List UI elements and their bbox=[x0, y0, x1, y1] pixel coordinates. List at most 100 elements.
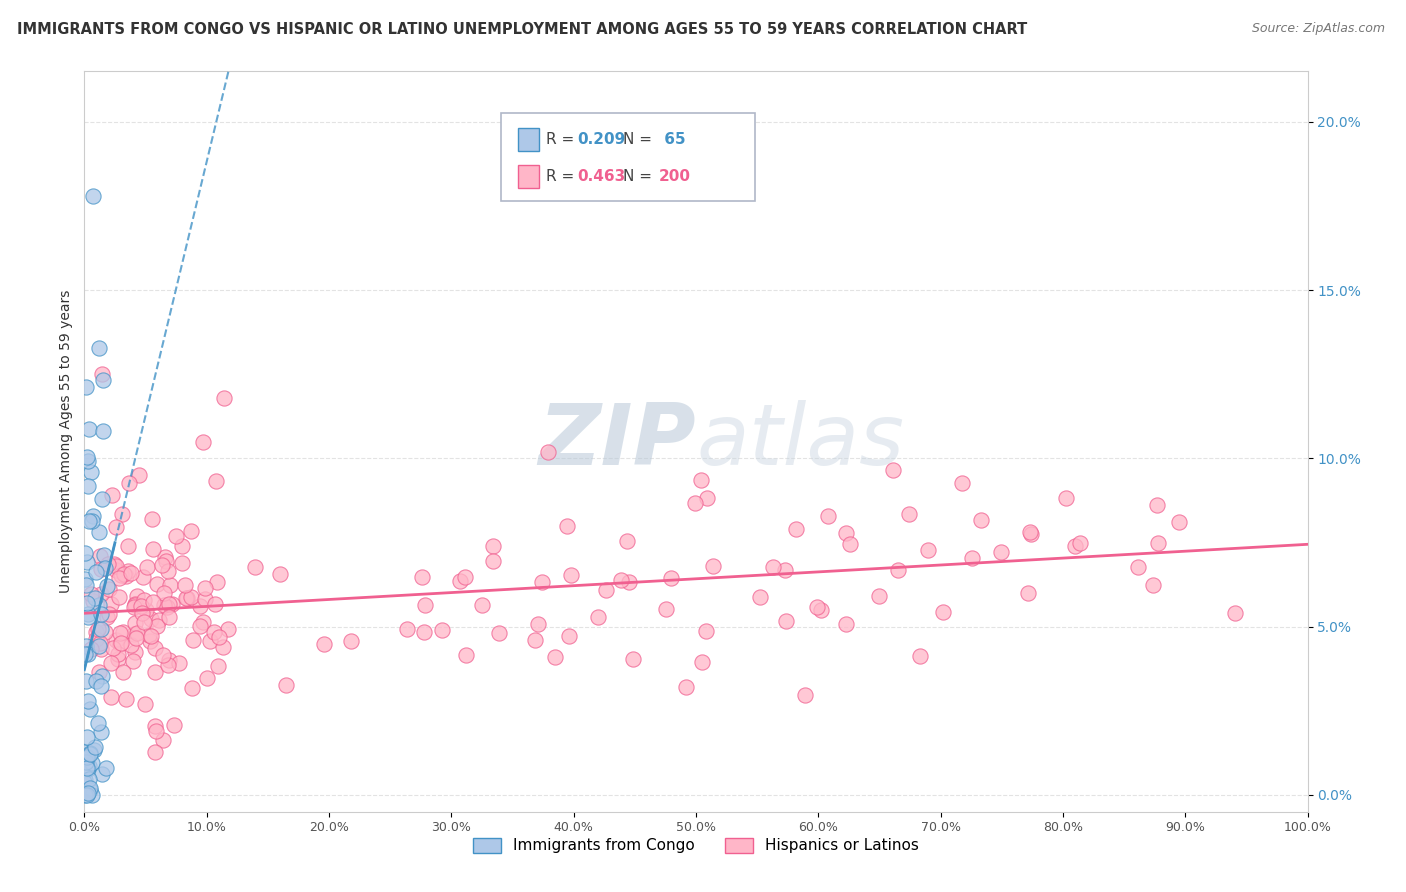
Point bbox=[274, 677, 297, 691]
Point bbox=[160, 597, 183, 611]
Point bbox=[76, 596, 98, 610]
Point bbox=[80, 514, 103, 528]
Point bbox=[110, 636, 132, 650]
Point bbox=[75, 546, 97, 560]
Point bbox=[165, 529, 187, 543]
Point bbox=[75, 639, 97, 653]
Point bbox=[107, 652, 129, 666]
Point bbox=[659, 571, 682, 585]
Point bbox=[1019, 527, 1042, 541]
Point bbox=[90, 607, 112, 622]
Point bbox=[617, 575, 640, 590]
Point bbox=[621, 652, 644, 666]
Point bbox=[138, 628, 160, 642]
Point bbox=[1054, 491, 1077, 505]
Point bbox=[79, 783, 101, 797]
Point bbox=[80, 756, 103, 771]
Point bbox=[90, 587, 112, 601]
Point bbox=[560, 567, 582, 582]
Point bbox=[152, 732, 174, 747]
Point bbox=[897, 507, 920, 521]
Point bbox=[191, 434, 214, 449]
Point bbox=[314, 637, 336, 651]
Point bbox=[79, 746, 101, 760]
Point bbox=[217, 622, 239, 636]
Point bbox=[159, 578, 181, 592]
Point bbox=[76, 788, 98, 802]
Point bbox=[100, 597, 122, 611]
Text: N =: N = bbox=[623, 169, 657, 184]
Point bbox=[152, 586, 174, 600]
Point bbox=[90, 679, 112, 693]
Point bbox=[77, 479, 100, 493]
Point bbox=[558, 629, 581, 643]
Point bbox=[702, 559, 724, 574]
Point bbox=[104, 559, 127, 574]
Point bbox=[98, 582, 121, 596]
Point bbox=[90, 669, 112, 683]
Point bbox=[810, 603, 832, 617]
Point bbox=[616, 534, 638, 549]
Point bbox=[194, 592, 217, 607]
Point bbox=[80, 788, 103, 802]
Point bbox=[132, 569, 155, 583]
Point bbox=[170, 556, 193, 570]
Point bbox=[87, 622, 110, 636]
Point bbox=[141, 512, 163, 526]
Point bbox=[523, 632, 546, 647]
Point bbox=[773, 563, 796, 577]
Text: 0.209: 0.209 bbox=[578, 132, 626, 147]
Point bbox=[1019, 524, 1042, 539]
Point bbox=[76, 749, 98, 764]
Point bbox=[121, 654, 143, 668]
Point bbox=[91, 373, 114, 387]
Point bbox=[142, 594, 165, 608]
Point bbox=[138, 634, 160, 648]
Point bbox=[73, 572, 96, 586]
Point bbox=[101, 488, 124, 502]
Point bbox=[690, 655, 713, 669]
Point bbox=[839, 537, 862, 551]
Point bbox=[77, 607, 100, 621]
Point bbox=[139, 629, 162, 643]
Point bbox=[146, 577, 169, 591]
Point bbox=[125, 631, 148, 645]
Point bbox=[176, 591, 198, 605]
Point bbox=[212, 640, 235, 654]
Point bbox=[75, 673, 97, 688]
Point bbox=[76, 730, 98, 744]
Point bbox=[411, 570, 433, 584]
Point bbox=[243, 560, 266, 574]
Point bbox=[79, 772, 101, 787]
Point bbox=[84, 565, 107, 579]
Point bbox=[1017, 586, 1039, 600]
Point bbox=[101, 640, 124, 655]
Point bbox=[1146, 498, 1168, 512]
Point bbox=[120, 566, 142, 580]
Point bbox=[748, 591, 770, 605]
Point bbox=[181, 681, 204, 695]
Point bbox=[112, 625, 135, 640]
Point bbox=[413, 598, 436, 612]
Point bbox=[87, 341, 110, 355]
Point bbox=[950, 476, 973, 491]
Point bbox=[143, 718, 166, 732]
Point bbox=[205, 575, 228, 590]
Point bbox=[79, 702, 101, 716]
Point bbox=[156, 600, 179, 615]
Point bbox=[205, 474, 228, 488]
Point bbox=[91, 368, 114, 382]
Point bbox=[77, 514, 100, 528]
Point bbox=[153, 550, 176, 565]
Point bbox=[202, 625, 225, 640]
Point bbox=[530, 575, 553, 590]
Point bbox=[695, 624, 717, 639]
Y-axis label: Unemployment Among Ages 55 to 59 years: Unemployment Among Ages 55 to 59 years bbox=[59, 290, 73, 593]
Point bbox=[77, 786, 100, 800]
Point bbox=[93, 561, 115, 575]
Point bbox=[908, 648, 931, 663]
Text: Source: ZipAtlas.com: Source: ZipAtlas.com bbox=[1251, 22, 1385, 36]
Point bbox=[170, 539, 193, 553]
Point bbox=[1128, 560, 1150, 574]
Point bbox=[868, 589, 890, 603]
